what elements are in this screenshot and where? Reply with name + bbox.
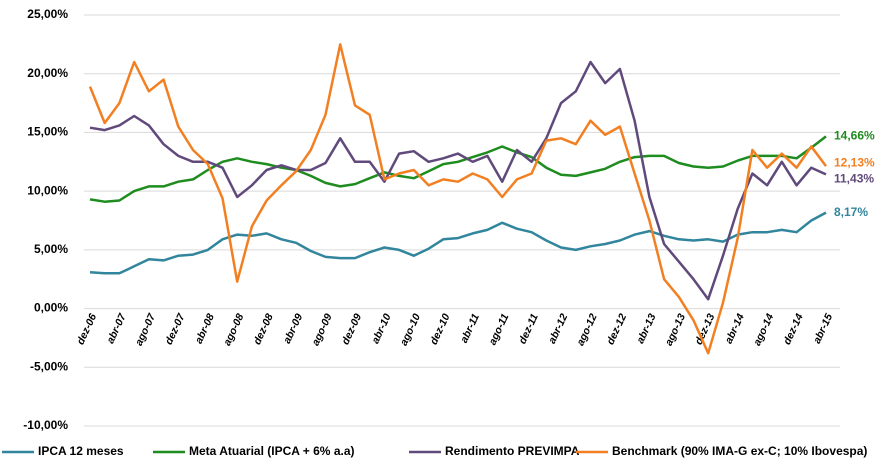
x-tick-label: dez-09: [340, 312, 365, 347]
end-label: 8,17%: [834, 205, 868, 219]
x-tick-label: abr-14: [723, 312, 747, 346]
x-tick-label: ago-07: [133, 311, 159, 348]
y-tick-label: 0,00%: [34, 301, 68, 315]
legend-label: Meta Atuarial (IPCA + 6% a.a): [189, 444, 355, 458]
x-tick-label: ago-13: [663, 312, 688, 348]
x-tick-label: abr-10: [369, 312, 393, 346]
legend-label: IPCA 12 meses: [38, 444, 124, 458]
y-tick-label: 20,00%: [27, 66, 68, 80]
x-tick-label: dez-11: [516, 312, 540, 346]
y-tick-label: 10,00%: [27, 183, 68, 197]
end-label: 12,13%: [834, 155, 875, 169]
x-tick-label: abr-15: [811, 312, 835, 346]
x-tick-label: abr-13: [634, 312, 658, 346]
x-tick-label: dez-12: [604, 312, 629, 347]
x-tick-label: ago-12: [575, 312, 600, 348]
series-line: [89, 135, 827, 203]
y-tick-label: 25,00%: [27, 7, 68, 21]
series-line: [88, 43, 827, 355]
x-tick-label: ago-11: [487, 312, 512, 347]
legend-label: Benchmark (90% IMA-G ex-C; 10% Ibovespa): [612, 444, 867, 458]
x-tick-label: dez-08: [251, 312, 276, 347]
series-line: [89, 211, 827, 275]
x-tick-label: abr-11: [458, 312, 482, 345]
y-tick-label: 15,00%: [27, 125, 68, 139]
x-tick-label: abr-09: [281, 312, 305, 346]
x-tick-label: dez-07: [163, 311, 188, 347]
end-label: 11,43%: [834, 172, 874, 186]
x-tick-label: dez-14: [781, 312, 806, 347]
end-label: 14,66%: [834, 129, 875, 143]
y-tick-label: -5,00%: [30, 359, 68, 373]
x-tick-label: abr-08: [193, 312, 217, 346]
x-tick-label: ago-14: [751, 312, 776, 348]
x-tick-label: ago-10: [398, 312, 423, 348]
x-tick-label: dez-06: [75, 312, 100, 347]
y-tick-label: 5,00%: [34, 242, 68, 256]
x-tick-label: abr-07: [104, 311, 129, 346]
y-tick-label: -10,00%: [23, 418, 68, 432]
x-tick-label: dez-10: [428, 312, 453, 347]
x-tick-label: abr-12: [546, 312, 570, 346]
series-line: [89, 60, 827, 301]
x-tick-label: ago-08: [221, 312, 246, 348]
legend-label: Rendimento PREVIMPA: [445, 444, 580, 458]
x-tick-label: ago-09: [310, 312, 335, 348]
